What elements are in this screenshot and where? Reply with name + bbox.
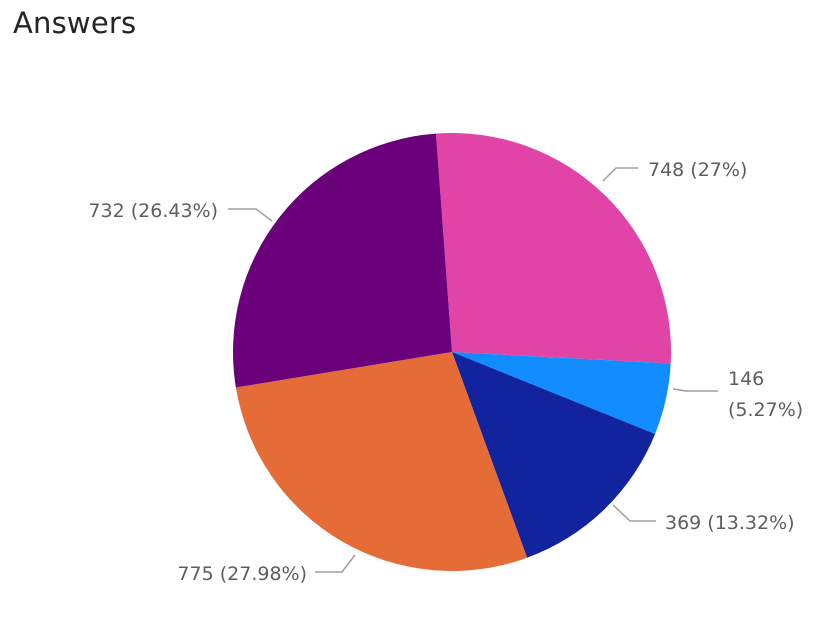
leader-line-369 — [612, 504, 656, 522]
leader-line-146 — [672, 388, 718, 392]
data-label-146-line-1: 146 — [728, 368, 764, 390]
data-label-748: 748 (27%) — [648, 159, 747, 181]
pie-slice-775[interactable] — [235, 352, 528, 571]
data-label-146-line-2: (5.27%) — [728, 399, 803, 421]
pie-slice-146[interactable] — [452, 352, 671, 434]
leader-line-732 — [228, 208, 273, 222]
pie-slice-369[interactable] — [452, 352, 656, 558]
leader-line-748 — [602, 167, 638, 182]
chart-title: Answers — [13, 6, 137, 40]
pie-data-labels: 748 (27%) 146 (5.27%) 369 (13.32%) 775 (27.9… — [88, 159, 803, 585]
data-label-732: 732 (26.43%) — [88, 200, 218, 222]
pie-slices — [233, 133, 672, 571]
pie-slice-748[interactable] — [435, 133, 672, 364]
data-label-369: 369 (13.32%) — [665, 512, 795, 534]
leader-line-775 — [315, 554, 356, 573]
data-label-775: 775 (27.98%) — [177, 563, 307, 585]
pie-slice-732[interactable] — [233, 133, 452, 388]
